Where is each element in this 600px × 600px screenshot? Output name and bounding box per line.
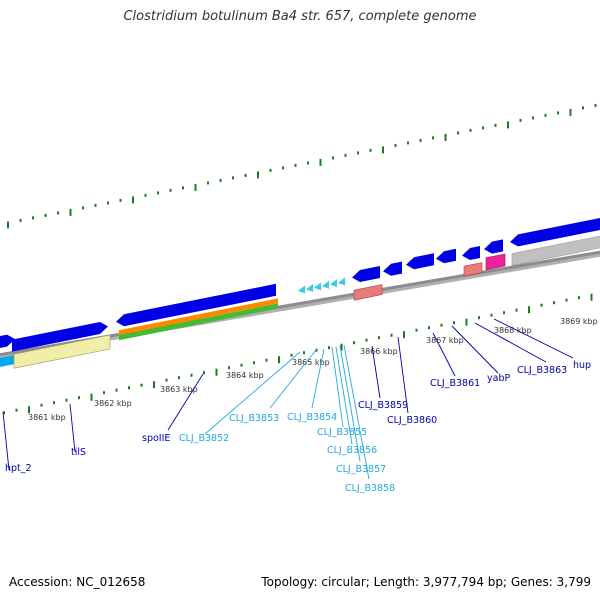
- cds-feature: [462, 246, 480, 260]
- inner-tick-ring: [3, 293, 593, 415]
- leader-line: [343, 344, 370, 480]
- gene-label: spoIIE: [142, 433, 170, 444]
- genome-stats-label: Topology: circular; Length: 3,977,794 bp…: [261, 575, 591, 589]
- cds-feature-small: [338, 276, 346, 286]
- rna-feature: [353, 284, 383, 301]
- kbp-scale-labels: 3861 kbp 3862 kbp 3863 kbp 3864 kbp 3865 kbp…: [28, 317, 598, 422]
- feature-track: [0, 218, 600, 369]
- leader-line: [69, 403, 76, 453]
- leader-line: [2, 411, 10, 471]
- kbp-label: 3864 kbp: [226, 371, 264, 380]
- cds-feature-small: [330, 278, 338, 288]
- cds-feature: [0, 354, 18, 367]
- feature-band: [511, 235, 600, 266]
- cds-feature: [484, 239, 503, 254]
- leader-line: [493, 318, 574, 359]
- leader-line: [204, 351, 301, 435]
- accession-label: Accession: NC_012658: [9, 575, 146, 589]
- leader-line: [167, 373, 204, 431]
- cds-feature-small: [298, 284, 306, 294]
- cds-feature-small: [322, 280, 330, 290]
- gene-label: CLJ_B3856: [327, 445, 377, 456]
- cds-feature: [352, 266, 380, 282]
- gene-label: CLJ_B3860: [387, 415, 437, 426]
- gene-label: CLJ_B3859: [358, 400, 408, 411]
- cds-feature-small: [314, 281, 322, 291]
- kbp-label: 3868 kbp: [494, 326, 532, 335]
- leader-line: [339, 345, 361, 462]
- kbp-label: 3867 kbp: [426, 336, 464, 345]
- rna-feature: [463, 262, 483, 277]
- leader-line: [451, 325, 499, 374]
- cds-feature-small: [306, 283, 314, 293]
- leader-line: [397, 336, 409, 414]
- cds-feature: [383, 261, 402, 276]
- cds-feature: [116, 283, 276, 327]
- outer-tick-ring: [7, 103, 597, 229]
- cds-feature: [12, 322, 108, 352]
- kbp-label: 3869 kbp: [560, 317, 598, 326]
- leader-line: [371, 345, 381, 399]
- cds-feature: [406, 253, 434, 270]
- kbp-label: 3861 kbp: [28, 413, 66, 422]
- gene-label: CLJ_B3852: [179, 433, 229, 444]
- leader-line: [331, 346, 344, 428]
- gene-label: hup: [573, 360, 591, 371]
- cds-feature: [436, 248, 456, 264]
- gene-label: tilS: [71, 447, 86, 458]
- leader-line: [269, 349, 317, 409]
- gene-label: CLJ_B3857: [336, 464, 386, 475]
- rna-feature: [485, 253, 506, 271]
- gene-label: CLJ_B3861: [430, 378, 480, 389]
- repeat-feature: [13, 334, 111, 369]
- feature-band: [119, 298, 278, 336]
- leader-line: [311, 348, 325, 409]
- cds-feature: [510, 218, 600, 247]
- kbp-label: 3862 kbp: [94, 399, 132, 408]
- feature-band: [119, 303, 278, 341]
- gene-label: CLJ_B3858: [345, 483, 395, 494]
- leader-line: [432, 332, 456, 377]
- leader-line: [474, 322, 547, 363]
- gene-label: CLJ_B3863: [517, 365, 567, 376]
- map-title: Clostridium botulinum Ba4 str. 657, comp…: [123, 9, 477, 24]
- label-leader-lines: [2, 318, 574, 480]
- cds-feature: [0, 334, 15, 348]
- kbp-label: 3863 kbp: [160, 385, 198, 394]
- gene-label: CLJ_B3853: [229, 413, 279, 424]
- gene-label: CLJ_B3855: [317, 427, 367, 438]
- leader-line: [335, 346, 353, 445]
- gene-label: yabP: [487, 373, 510, 384]
- kbp-label: 3866 kbp: [360, 347, 398, 356]
- kbp-label: 3865 kbp: [292, 358, 330, 367]
- gene-label: hpt_2: [5, 463, 32, 474]
- gene-label: CLJ_B3854: [287, 412, 337, 423]
